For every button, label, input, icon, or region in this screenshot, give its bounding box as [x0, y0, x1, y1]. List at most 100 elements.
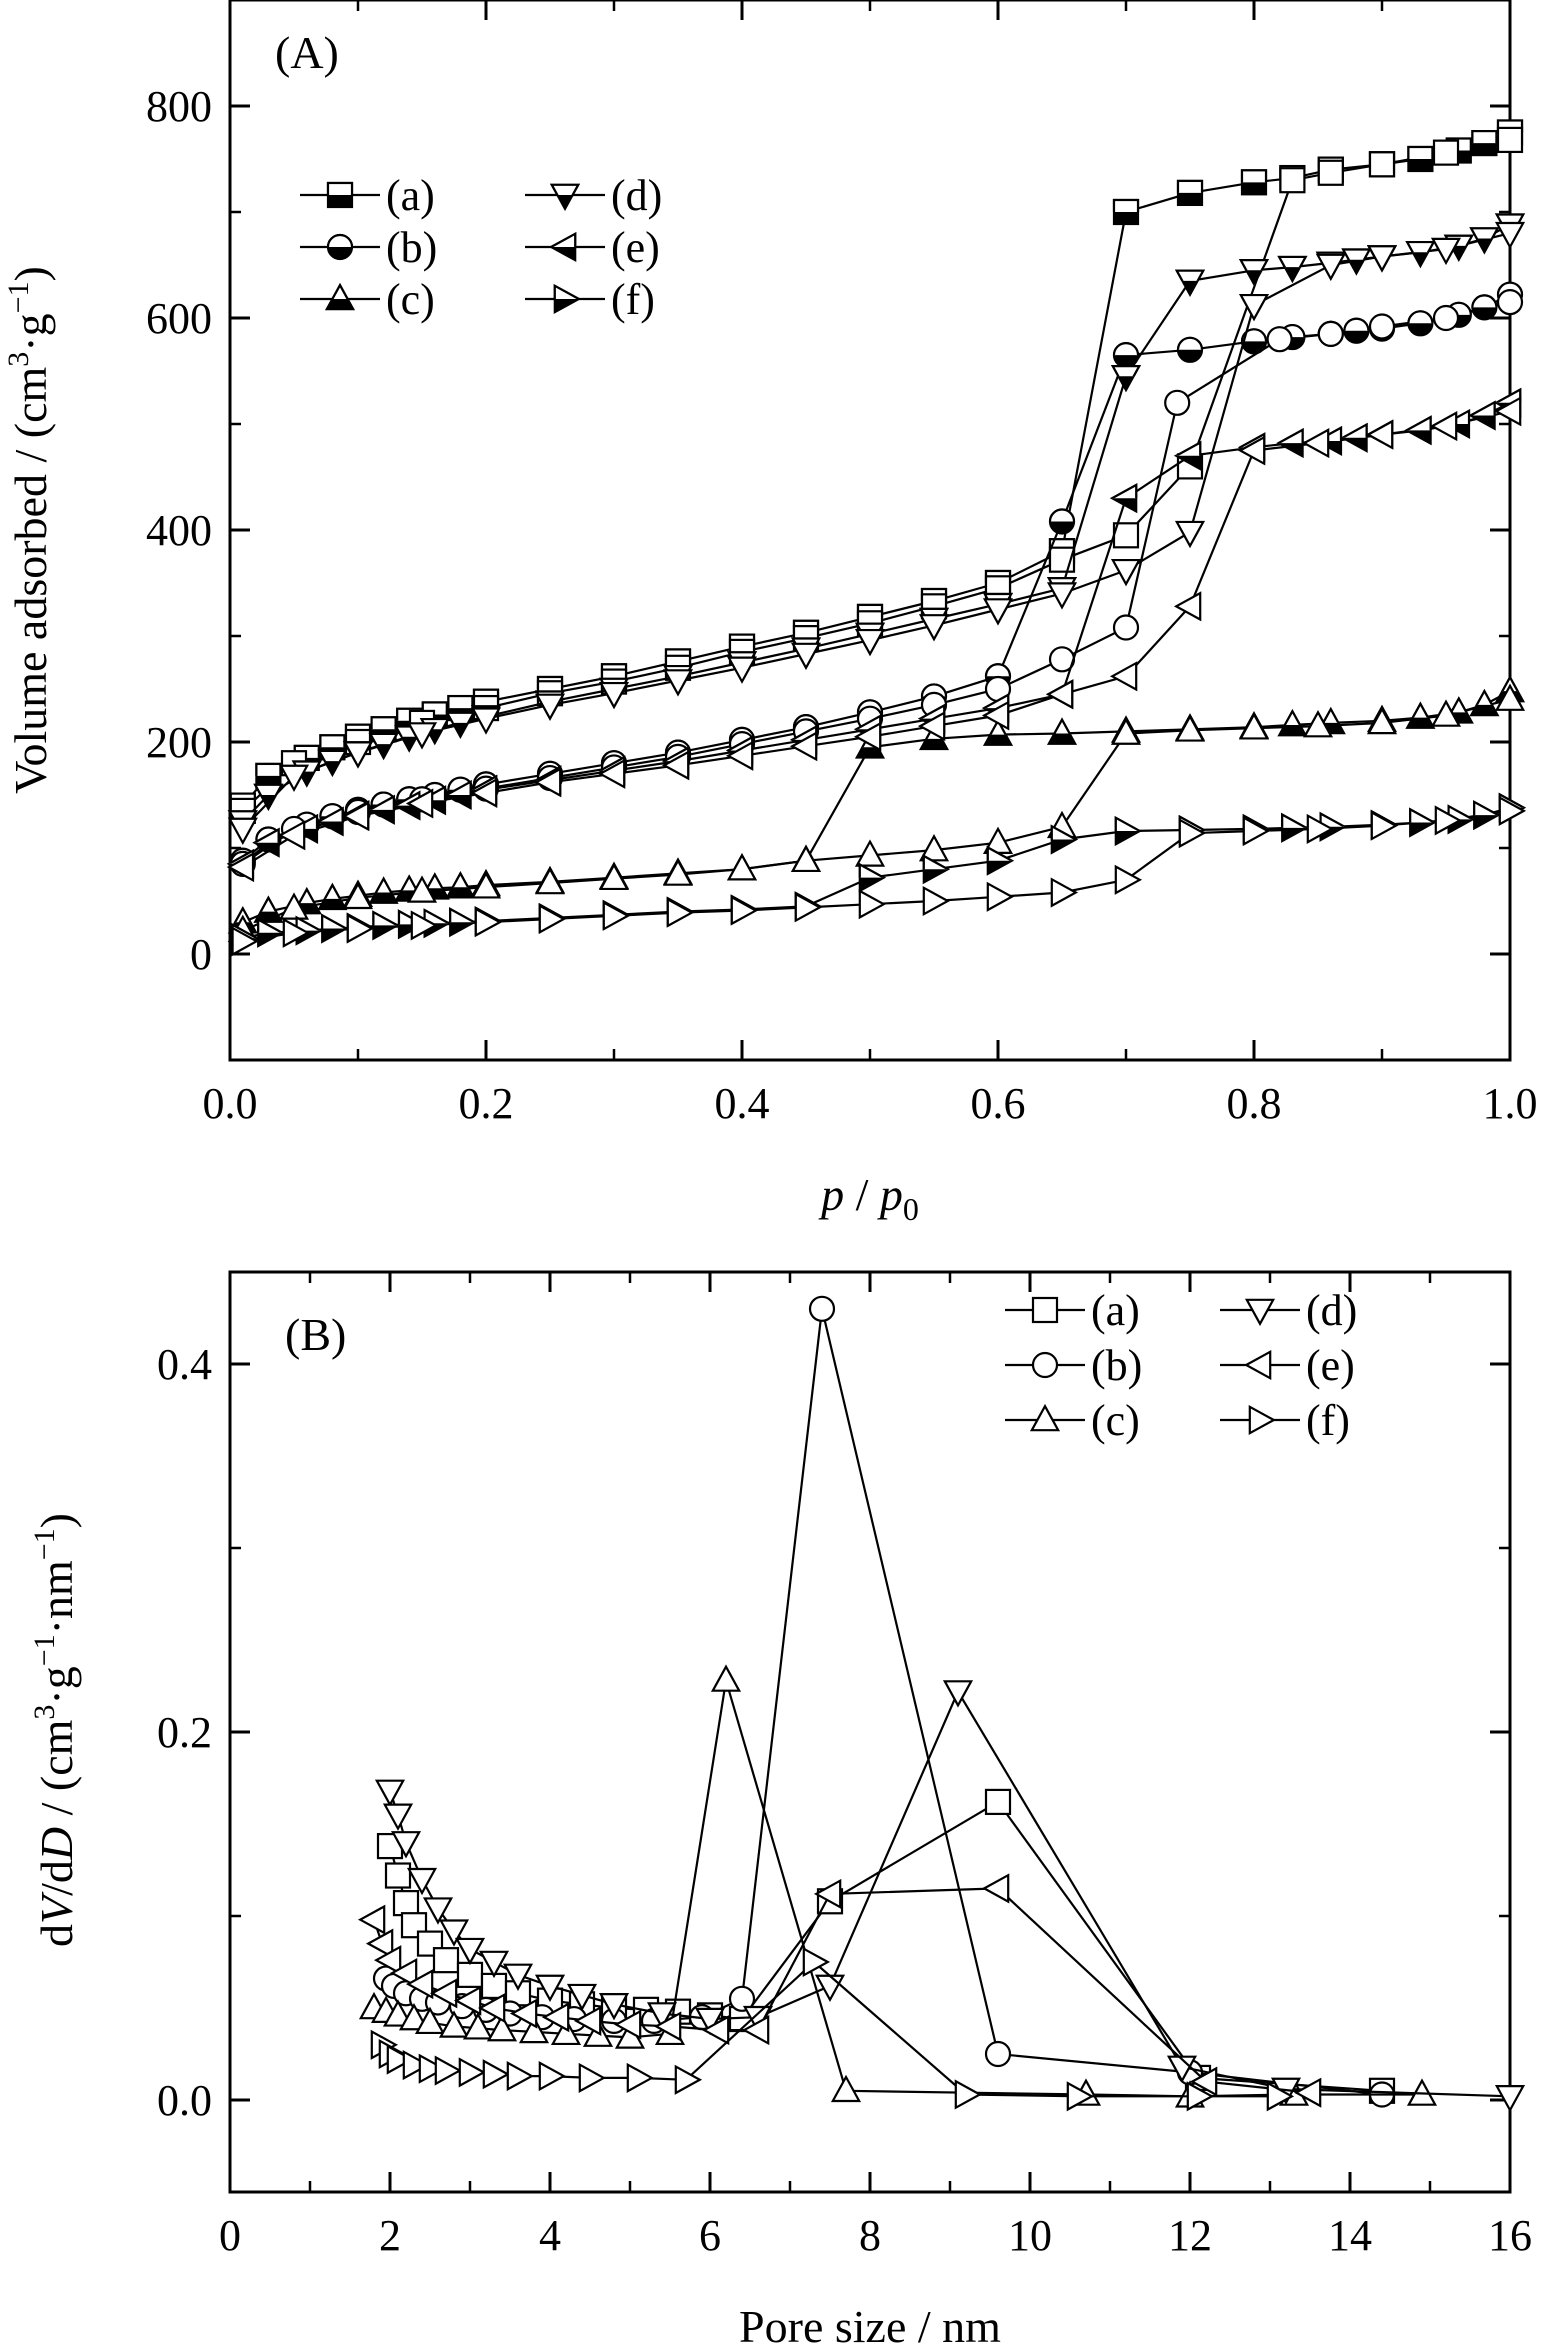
- series-a-d-point: [1494, 221, 1526, 250]
- series-a-d-point: [1046, 582, 1078, 610]
- series-b-e-point: [981, 1873, 1010, 1904]
- series-a-b-point: [1164, 389, 1191, 416]
- panel-b-x-axis-label: Pore size / nm: [739, 2301, 1001, 2346]
- series-a-c-point-group: [406, 875, 438, 903]
- series-b-d-point: [390, 1831, 422, 1859]
- series-a-c-point-half: [259, 895, 278, 912]
- y-label-b-D: D: [31, 1827, 82, 1861]
- series-a-f-point-group: [986, 881, 1015, 912]
- series-a-f-point-group: [922, 885, 951, 917]
- panel-b-legend: (a) (b) (c) (d) (e) (f): [1005, 1286, 1357, 1445]
- series-b-f: [370, 1946, 1295, 2112]
- series-a-e-point: [1493, 396, 1522, 427]
- series-a-f-point: [794, 892, 823, 923]
- series-a-f-point-group: [1114, 815, 1143, 847]
- series-a-d-point-group: [1174, 269, 1206, 297]
- series-a-d-point-half: [317, 749, 348, 762]
- legend-marker: [1031, 1296, 1059, 1324]
- series-b-e-point-group: [1189, 2066, 1218, 2097]
- series-b-e-point: [429, 1978, 458, 2009]
- series-b-d-point-group: [566, 1983, 598, 2012]
- y-label-a-sup1: 3: [2, 352, 35, 367]
- series-a-c-point-group: [1174, 714, 1206, 742]
- series-a-d-point: [982, 598, 1014, 626]
- series-a-c-point: [1302, 710, 1334, 738]
- series-a-e-point: [1429, 411, 1458, 442]
- legend-label: (e): [1306, 1341, 1355, 1390]
- series-b-f-point-group: [802, 1946, 831, 1978]
- series-b-e-point: [389, 1957, 418, 1989]
- series-a-e-point-half: [1173, 440, 1202, 456]
- series-a-d-point-group: [1277, 255, 1308, 284]
- legend-label: (f): [611, 275, 655, 324]
- series-a-e-point-group: [444, 779, 472, 811]
- series-a-d-point-group: [1341, 248, 1372, 276]
- series-b-d-point: [1494, 2085, 1526, 2113]
- y-label-b-pre: / (cm: [31, 1719, 82, 1827]
- panel-b: 0 2 4 6 8 10 12 14 16 0.0 0.2 0.4 (B) Pore size / n…: [28, 1270, 1532, 2346]
- series-b-f-point: [386, 2044, 415, 2075]
- series-a-a-point-half: [370, 716, 397, 730]
- series-b-f-point: [402, 2049, 431, 2081]
- series-a-e-point-group: [1493, 396, 1522, 427]
- series-a-c-point: [598, 862, 630, 891]
- series-a-c-point-group: [445, 871, 476, 899]
- series-b-e-point: [1189, 2066, 1218, 2097]
- legend-label: (b): [386, 223, 437, 272]
- series-a-f-point-half: [858, 862, 887, 878]
- series-a-b-point-group: [1164, 389, 1191, 416]
- panel-a-label: (A): [275, 27, 339, 78]
- series-a-b-point-group: [1407, 310, 1434, 337]
- series-b-c-point-group: [550, 2017, 582, 2046]
- series-a-c-point: [790, 844, 822, 873]
- series-b-c-point: [710, 1664, 742, 1692]
- series-a-e-point-group: [1340, 422, 1368, 453]
- series-b-e-point: [453, 1985, 482, 2016]
- series-a-d-point: [1174, 520, 1206, 549]
- series-b-c-point: [518, 2015, 550, 2044]
- series-b-f-point: [506, 2061, 535, 2092]
- series-a-e-point-group: [1045, 679, 1074, 710]
- series-b-e-point: [701, 2015, 730, 2046]
- series-a-e-point-group: [789, 731, 818, 762]
- series-b-b-point: [808, 1295, 836, 1322]
- series-a-f-point-group: [1434, 805, 1463, 836]
- series-a-c-point-group: [1494, 683, 1526, 711]
- series-a-c-point-group: [1469, 688, 1500, 717]
- series-a-c-point-group: [1405, 701, 1436, 729]
- series-a-d-point: [1430, 237, 1462, 266]
- series-a-d-point-group: [278, 764, 310, 793]
- legend-entry-b: (b): [300, 223, 437, 272]
- series-b-d-point: [566, 1983, 598, 2012]
- x-tick-label: 6: [699, 2211, 721, 2260]
- series-b-b-point: [984, 2040, 1012, 2068]
- series-b-e-point: [741, 2015, 770, 2046]
- series-a-a-point-group: [1279, 167, 1306, 194]
- series-a-c: [227, 675, 1526, 942]
- series-a-d-point-group: [1110, 558, 1142, 587]
- series-b-f-point: [434, 2055, 463, 2086]
- series-a-f-point-half: [1114, 815, 1143, 832]
- series-a-e-point-group: [1173, 440, 1202, 471]
- series-b-a-point-group: [984, 1788, 1012, 1816]
- series-a-d-point-half: [1469, 227, 1500, 239]
- series-b-c: [358, 1664, 1438, 2108]
- series-a-b-point-group: [1432, 304, 1460, 332]
- series-a-d-point-half: [1110, 365, 1142, 377]
- series-a-b-point-group: [1317, 320, 1344, 347]
- series-a-c-point-group: [598, 862, 630, 891]
- series-b-c-point-group: [710, 1664, 742, 1692]
- legend-marker-half: [553, 283, 582, 299]
- series-b-d-point: [646, 2002, 678, 2030]
- x-label-p0: p: [877, 1169, 903, 1220]
- series-a-f-point-half: [1447, 804, 1475, 820]
- series-a-f-point-half: [257, 917, 285, 933]
- series-b-d-point: [374, 1779, 406, 1807]
- series-b-e-point: [509, 1998, 538, 2029]
- y-label-a-pre: Volume adsorbed / (cm: [5, 367, 56, 794]
- series-a-d-point: [278, 764, 310, 793]
- series-a-e-point: [226, 852, 255, 883]
- series-b-d-point-group: [1166, 2055, 1198, 2083]
- series-a-f-point: [1370, 810, 1399, 841]
